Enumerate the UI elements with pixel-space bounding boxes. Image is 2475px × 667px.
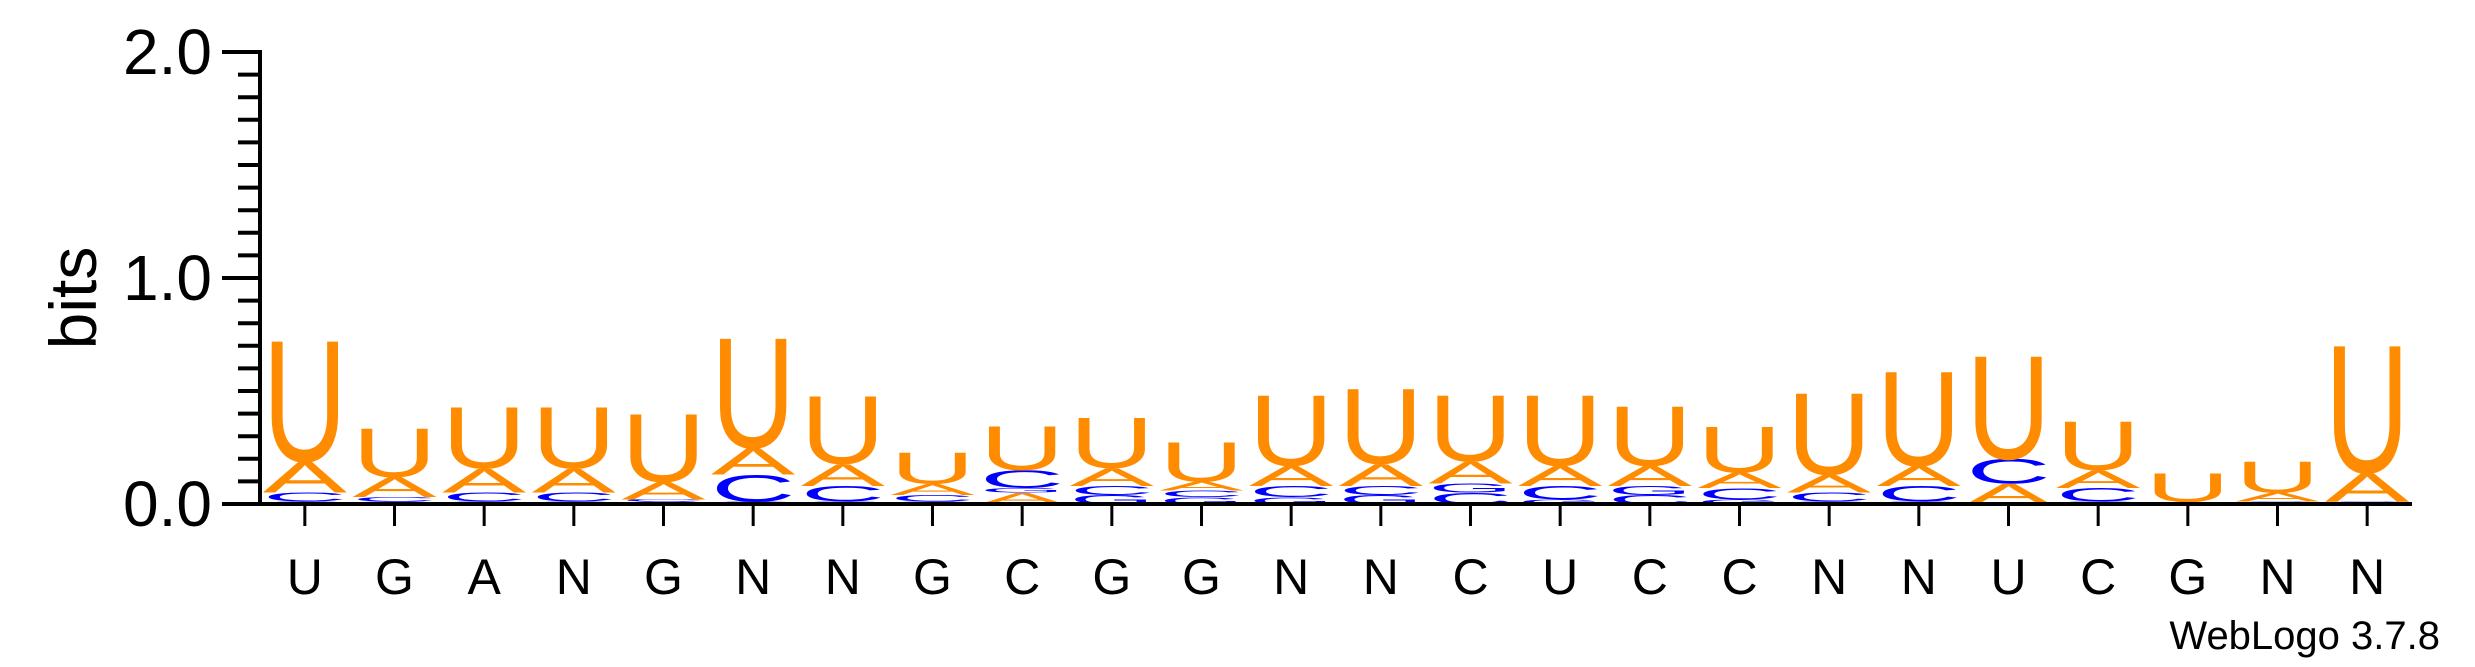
logo-letter-c-pos-3: C — [442, 490, 526, 504]
logo-letter-u-pos-14: U — [1428, 376, 1512, 482]
y-tick-label: 0.0 — [123, 468, 212, 540]
x-tick-label-6: N — [735, 549, 771, 605]
logo-letter-c-pos-20: C — [1966, 453, 2050, 492]
logo-letter-a-pos-10: A — [1070, 463, 1155, 491]
x-tick-label-4: N — [556, 549, 592, 605]
logo-letter-a-pos-16: A — [1608, 460, 1692, 492]
logo-letter-u-pos-6: U — [711, 305, 795, 481]
x-tick-label-10: G — [1092, 549, 1131, 605]
logo-letter-c-pos-12: C — [1249, 483, 1333, 501]
logo-letter-u-pos-2: U — [352, 415, 436, 492]
logo-letter-a-pos-12: A — [1249, 460, 1333, 492]
logo-letter-c-pos-1: C — [263, 490, 347, 504]
y-tick-label: 2.0 — [123, 16, 212, 88]
logo-letter-c-pos-11: C — [1159, 489, 1243, 500]
logo-letter-g-pos-14: G — [1428, 481, 1512, 495]
logo-letter-a-pos-18: A — [1787, 470, 1872, 498]
logo-letter-u-pos-7: U — [801, 375, 885, 484]
logo-letter-a-pos-8: A — [890, 481, 974, 499]
logo-letter-a-pos-7: A — [801, 457, 886, 492]
logo-letter-u-pos-10: U — [1070, 402, 1154, 483]
x-tick-label-16: C — [1632, 549, 1668, 605]
x-tick-label-14: C — [1452, 549, 1488, 605]
x-tick-label-12: N — [1273, 549, 1309, 605]
logo-letter-a-pos-2: A — [352, 472, 436, 504]
x-tick-label-2: G — [375, 549, 414, 605]
x-tick-label-7: N — [825, 549, 861, 605]
logo-letter-u-pos-1: U — [263, 305, 347, 499]
logo-letter-u-pos-5: U — [621, 393, 705, 502]
logo-letter-a-pos-14: A — [1428, 455, 1513, 490]
logo-letter-u-pos-15: U — [1518, 375, 1602, 488]
logo-letter-a-pos-15: A — [1518, 460, 1602, 492]
logo-letter-a-pos-21: A — [2056, 466, 2141, 494]
x-tick-label-19: N — [1901, 549, 1937, 605]
logo-letter-c-pos-2: C — [352, 496, 436, 503]
x-tick-label-22: G — [2168, 549, 2207, 605]
logo-letter-u-pos-3: U — [442, 388, 526, 487]
logo-letter-c-pos-5: C — [621, 499, 705, 503]
logo-letter-a-pos-3: A — [442, 461, 527, 500]
y-axis-label: bits — [36, 247, 110, 350]
logo-letter-u-pos-9: U — [980, 413, 1064, 484]
x-tick-label-21: C — [2080, 549, 2116, 605]
logo-letter-a-pos-19: A — [1877, 460, 1961, 492]
logo-letter-u-pos-16: U — [1608, 388, 1692, 484]
logo-letter-u-pos-8: U — [890, 444, 974, 494]
y-tick-label: 1.0 — [123, 242, 212, 314]
logo-letter-c-pos-8: C — [890, 493, 974, 504]
logo-letter-c-pos-18: C — [1787, 490, 1871, 504]
logo-stacks: GCAUGCAUGCAUGCAUGCAUGCAUGCAUGCAUAGCUGCAU… — [263, 305, 2410, 512]
logo-letter-u-pos-19: U — [1877, 342, 1961, 494]
x-tick-label-17: C — [1721, 549, 1757, 605]
logo-letter-a-pos-13: A — [1339, 457, 1424, 492]
x-tick-label-9: C — [1004, 549, 1040, 605]
logo-letter-g-pos-9: G — [980, 487, 1064, 494]
x-tick-label-8: G — [913, 549, 952, 605]
x-tick-label-5: G — [644, 549, 683, 605]
logo-letter-u-pos-24: U — [2325, 307, 2409, 512]
logo-letter-g-pos-16: G — [1608, 484, 1692, 498]
logo-letter-c-pos-13: C — [1339, 484, 1423, 498]
logo-letter-a-pos-5: A — [621, 477, 706, 505]
logo-letter-u-pos-20: U — [1966, 325, 2050, 491]
logo-letter-c-pos-4: C — [532, 490, 616, 504]
logo-letter-u-pos-4: U — [532, 388, 616, 487]
x-tick-label-18: N — [1811, 549, 1847, 605]
logo-letter-a-pos-11: A — [1159, 479, 1243, 493]
logo-letter-u-pos-12: U — [1249, 375, 1333, 488]
x-tick-label-11: G — [1182, 549, 1221, 605]
logo-letter-u-pos-23: U — [2235, 453, 2319, 503]
logo-letter-c-pos-15: C — [1518, 482, 1602, 503]
logo-letter-c-pos-9: C — [980, 465, 1064, 493]
logo-letter-u-pos-11: U — [1159, 431, 1243, 494]
logo-letter-u-pos-17: U — [1697, 413, 1781, 487]
x-tick-label-1: U — [287, 549, 323, 605]
logo-letter-c-pos-17: C — [1697, 485, 1781, 503]
logo-letter-g-pos-12: G — [1249, 496, 1333, 507]
logo-letter-u-pos-21: U — [2056, 408, 2140, 485]
logo-letter-a-pos-4: A — [532, 461, 617, 500]
axes: 0.0 1.0 2.0 — [123, 16, 2412, 540]
x-tick-label-23: N — [2259, 549, 2295, 605]
x-tick-label-3: A — [467, 549, 501, 605]
x-tick-label-13: N — [1363, 549, 1399, 605]
x-tick-label-20: U — [1990, 549, 2026, 605]
logo-letter-u-pos-18: U — [1787, 369, 1871, 500]
logo-letter-a-pos-1: A — [263, 453, 347, 502]
logo-letter-c-pos-10: C — [1070, 484, 1154, 498]
logo-letter-g-pos-17: G — [1697, 498, 1781, 505]
logo-letter-g-pos-11: G — [1159, 496, 1243, 507]
weblogo-credit: WebLogo 3.7.8 — [2169, 614, 2440, 658]
x-tick-label-24: N — [2349, 549, 2385, 605]
x-tick-label-15: U — [1542, 549, 1578, 605]
logo-letter-a-pos-6: A — [711, 441, 796, 483]
logo-letter-a-pos-23: A — [2235, 490, 2319, 504]
logo-letter-g-pos-15: G — [1518, 498, 1602, 505]
logo-letter-a-pos-17: A — [1697, 468, 1782, 493]
logo-letter-u-pos-13: U — [1339, 367, 1423, 487]
logo-letter-c-pos-21: C — [2056, 485, 2140, 506]
